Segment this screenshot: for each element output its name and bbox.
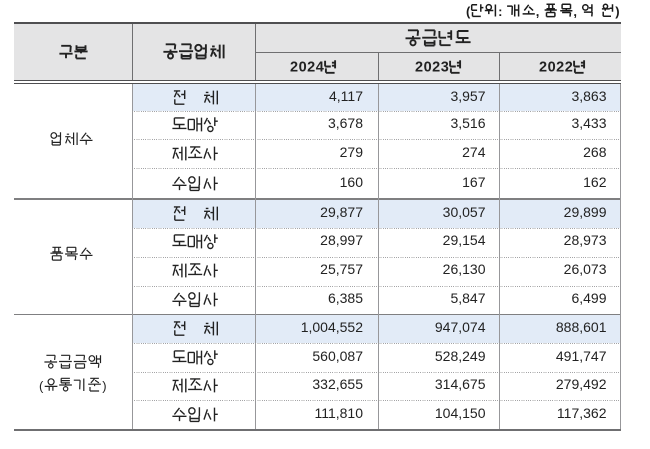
svg-text:2: 2 bbox=[564, 60, 572, 76]
svg-text:4: 4 bbox=[316, 60, 324, 76]
svg-text:0: 0 bbox=[547, 60, 555, 76]
svg-text:2: 2 bbox=[539, 60, 547, 76]
svg-text:0: 0 bbox=[423, 60, 431, 76]
svg-text:(: ( bbox=[39, 378, 44, 393]
svg-text:): ) bbox=[102, 378, 106, 393]
svg-text:0: 0 bbox=[299, 60, 307, 76]
svg-text:2: 2 bbox=[432, 60, 440, 76]
svg-text::: : bbox=[498, 4, 502, 19]
svg-text:3: 3 bbox=[440, 60, 448, 76]
svg-text:2: 2 bbox=[415, 60, 423, 76]
svg-text:2: 2 bbox=[290, 60, 298, 76]
svg-text:): ) bbox=[615, 4, 619, 19]
svg-text:2: 2 bbox=[556, 60, 564, 76]
svg-text:2: 2 bbox=[307, 60, 315, 76]
svg-text:,: , bbox=[535, 4, 539, 19]
svg-text:,: , bbox=[573, 4, 577, 19]
svg-text:(: ( bbox=[466, 4, 471, 19]
